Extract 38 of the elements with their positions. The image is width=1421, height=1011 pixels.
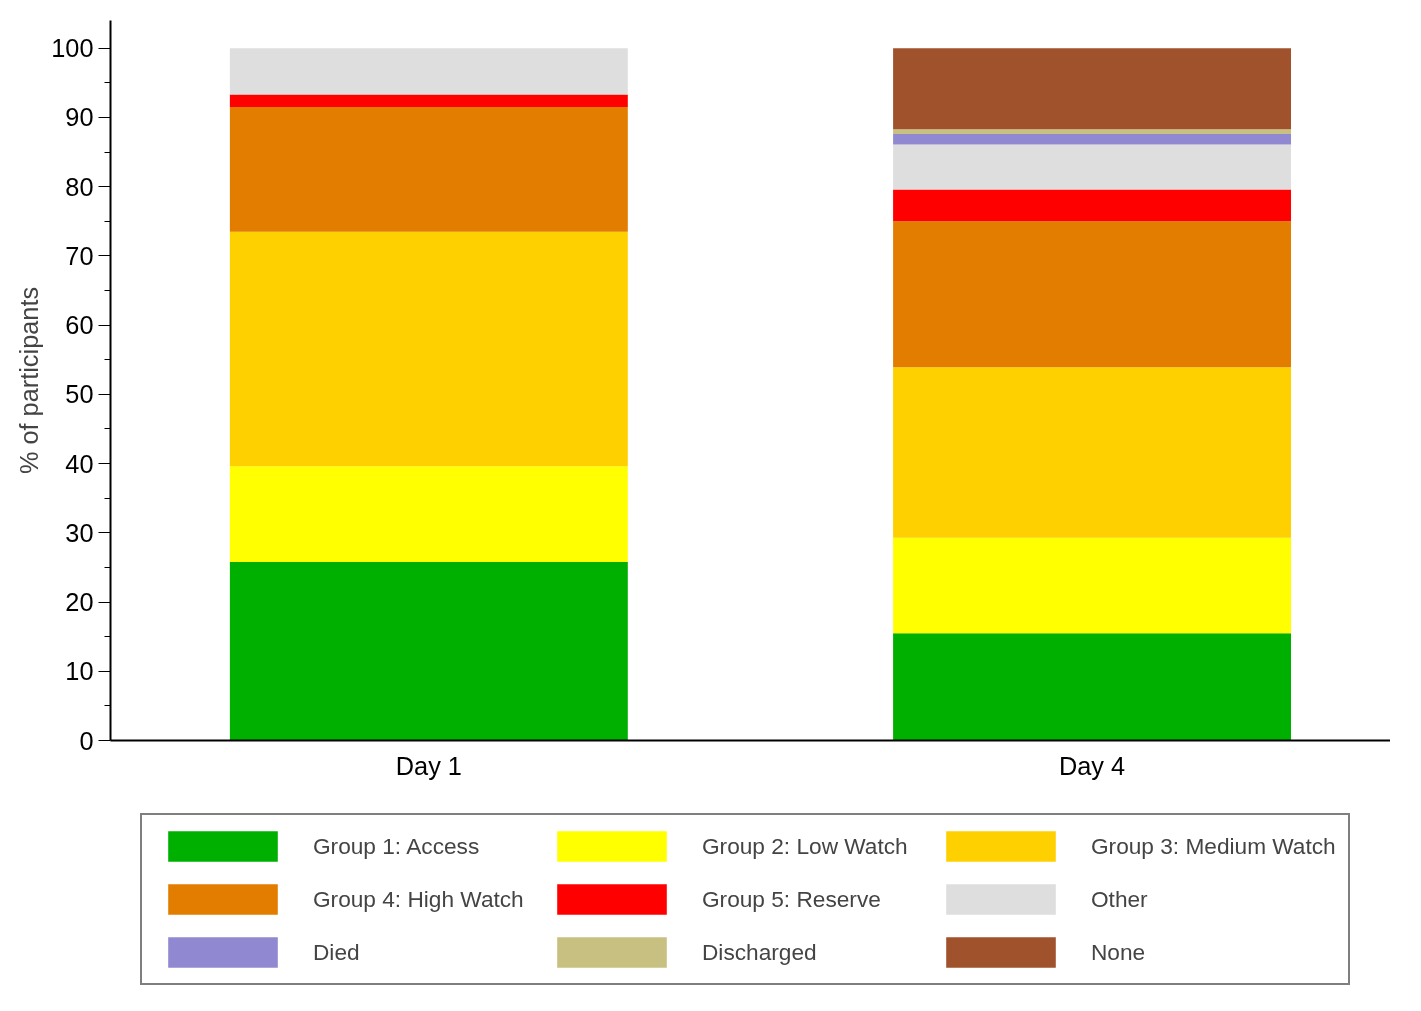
bar bbox=[229, 94, 628, 108]
y-tick-label: 70 bbox=[65, 241, 94, 270]
bar bbox=[893, 537, 1292, 634]
bar bbox=[229, 231, 628, 467]
y-tick-label: 50 bbox=[65, 380, 94, 409]
legend-label: Died bbox=[313, 938, 361, 966]
bar bbox=[893, 134, 1292, 145]
bar bbox=[229, 48, 628, 95]
y-tick-label: 80 bbox=[65, 172, 94, 201]
bar bbox=[893, 633, 1292, 741]
y-tick-label: 60 bbox=[65, 311, 94, 340]
bar bbox=[229, 107, 628, 232]
bar bbox=[229, 561, 628, 741]
x-tick-label: Day 4 bbox=[1058, 751, 1126, 780]
y-tick-label: 90 bbox=[65, 103, 94, 132]
y-tick-label: 0 bbox=[79, 726, 94, 755]
y-tick-label: 100 bbox=[51, 34, 94, 63]
y-tick-label: 20 bbox=[65, 588, 94, 617]
legend-label: None bbox=[1091, 938, 1147, 966]
x-tick-label: Day 1 bbox=[395, 751, 462, 780]
y-tick-label: 30 bbox=[65, 518, 94, 547]
legend-label: Other bbox=[1091, 885, 1149, 913]
bar bbox=[893, 129, 1292, 135]
legend-label: Group 4: High Watch bbox=[313, 885, 525, 913]
bar bbox=[893, 144, 1292, 190]
bar bbox=[893, 367, 1292, 538]
y-tick-label: 10 bbox=[65, 657, 94, 686]
legend-label: Discharged bbox=[702, 938, 818, 966]
legend-label: Group 2: Low Watch bbox=[702, 832, 909, 860]
y-axis-title: % of participants bbox=[15, 286, 44, 475]
y-tick-label: 40 bbox=[65, 449, 94, 478]
bar bbox=[893, 221, 1292, 368]
bar bbox=[893, 48, 1292, 130]
legend-label: Group 1: Access bbox=[313, 832, 481, 860]
legend-label: Group 5: Reserve bbox=[702, 885, 882, 913]
bar bbox=[893, 189, 1292, 222]
bar bbox=[229, 466, 628, 562]
legend-label: Group 3: Medium Watch bbox=[1091, 832, 1336, 860]
